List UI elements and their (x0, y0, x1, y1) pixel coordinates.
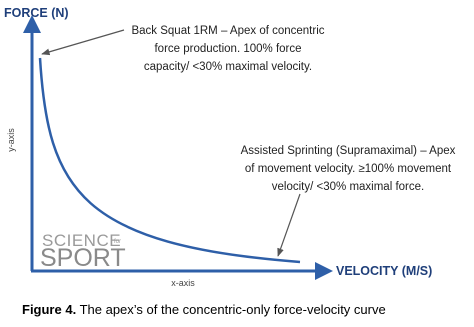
caption: Figure 4. The apex’s of the concentric-o… (22, 302, 386, 317)
caption-text: The apex’s of the concentric-only force-… (80, 302, 386, 317)
force-velocity-curve (38, 57, 301, 264)
y-axis-title: FORCE (N) (4, 6, 69, 20)
x-axis-title: VELOCITY (M/S) (336, 264, 432, 278)
annotation-line: capacity/ <30% maximal velocity. (144, 61, 312, 73)
annotation-line: force production. 100% force (154, 43, 301, 55)
arrow (41, 29, 125, 56)
caption-label: Figure 4. (22, 302, 76, 317)
annotation-line: velocity/ <30% maximal force. (272, 181, 424, 193)
logo-bottom: SPORT (40, 244, 126, 272)
logo-top: SCIENCE (42, 231, 121, 250)
logo-small: for (114, 239, 121, 245)
annotation-line: Back Squat 1RM – Apex of concentric (131, 25, 324, 37)
annotation-line: of movement velocity. ≥100% movement (245, 163, 452, 175)
arrow (277, 193, 301, 257)
x-axis-label: x-axis (171, 278, 195, 288)
y-axis-label: y-axis (6, 128, 16, 152)
annotation-line: Assisted Sprinting (Supramaximal) – Apex (241, 145, 456, 157)
